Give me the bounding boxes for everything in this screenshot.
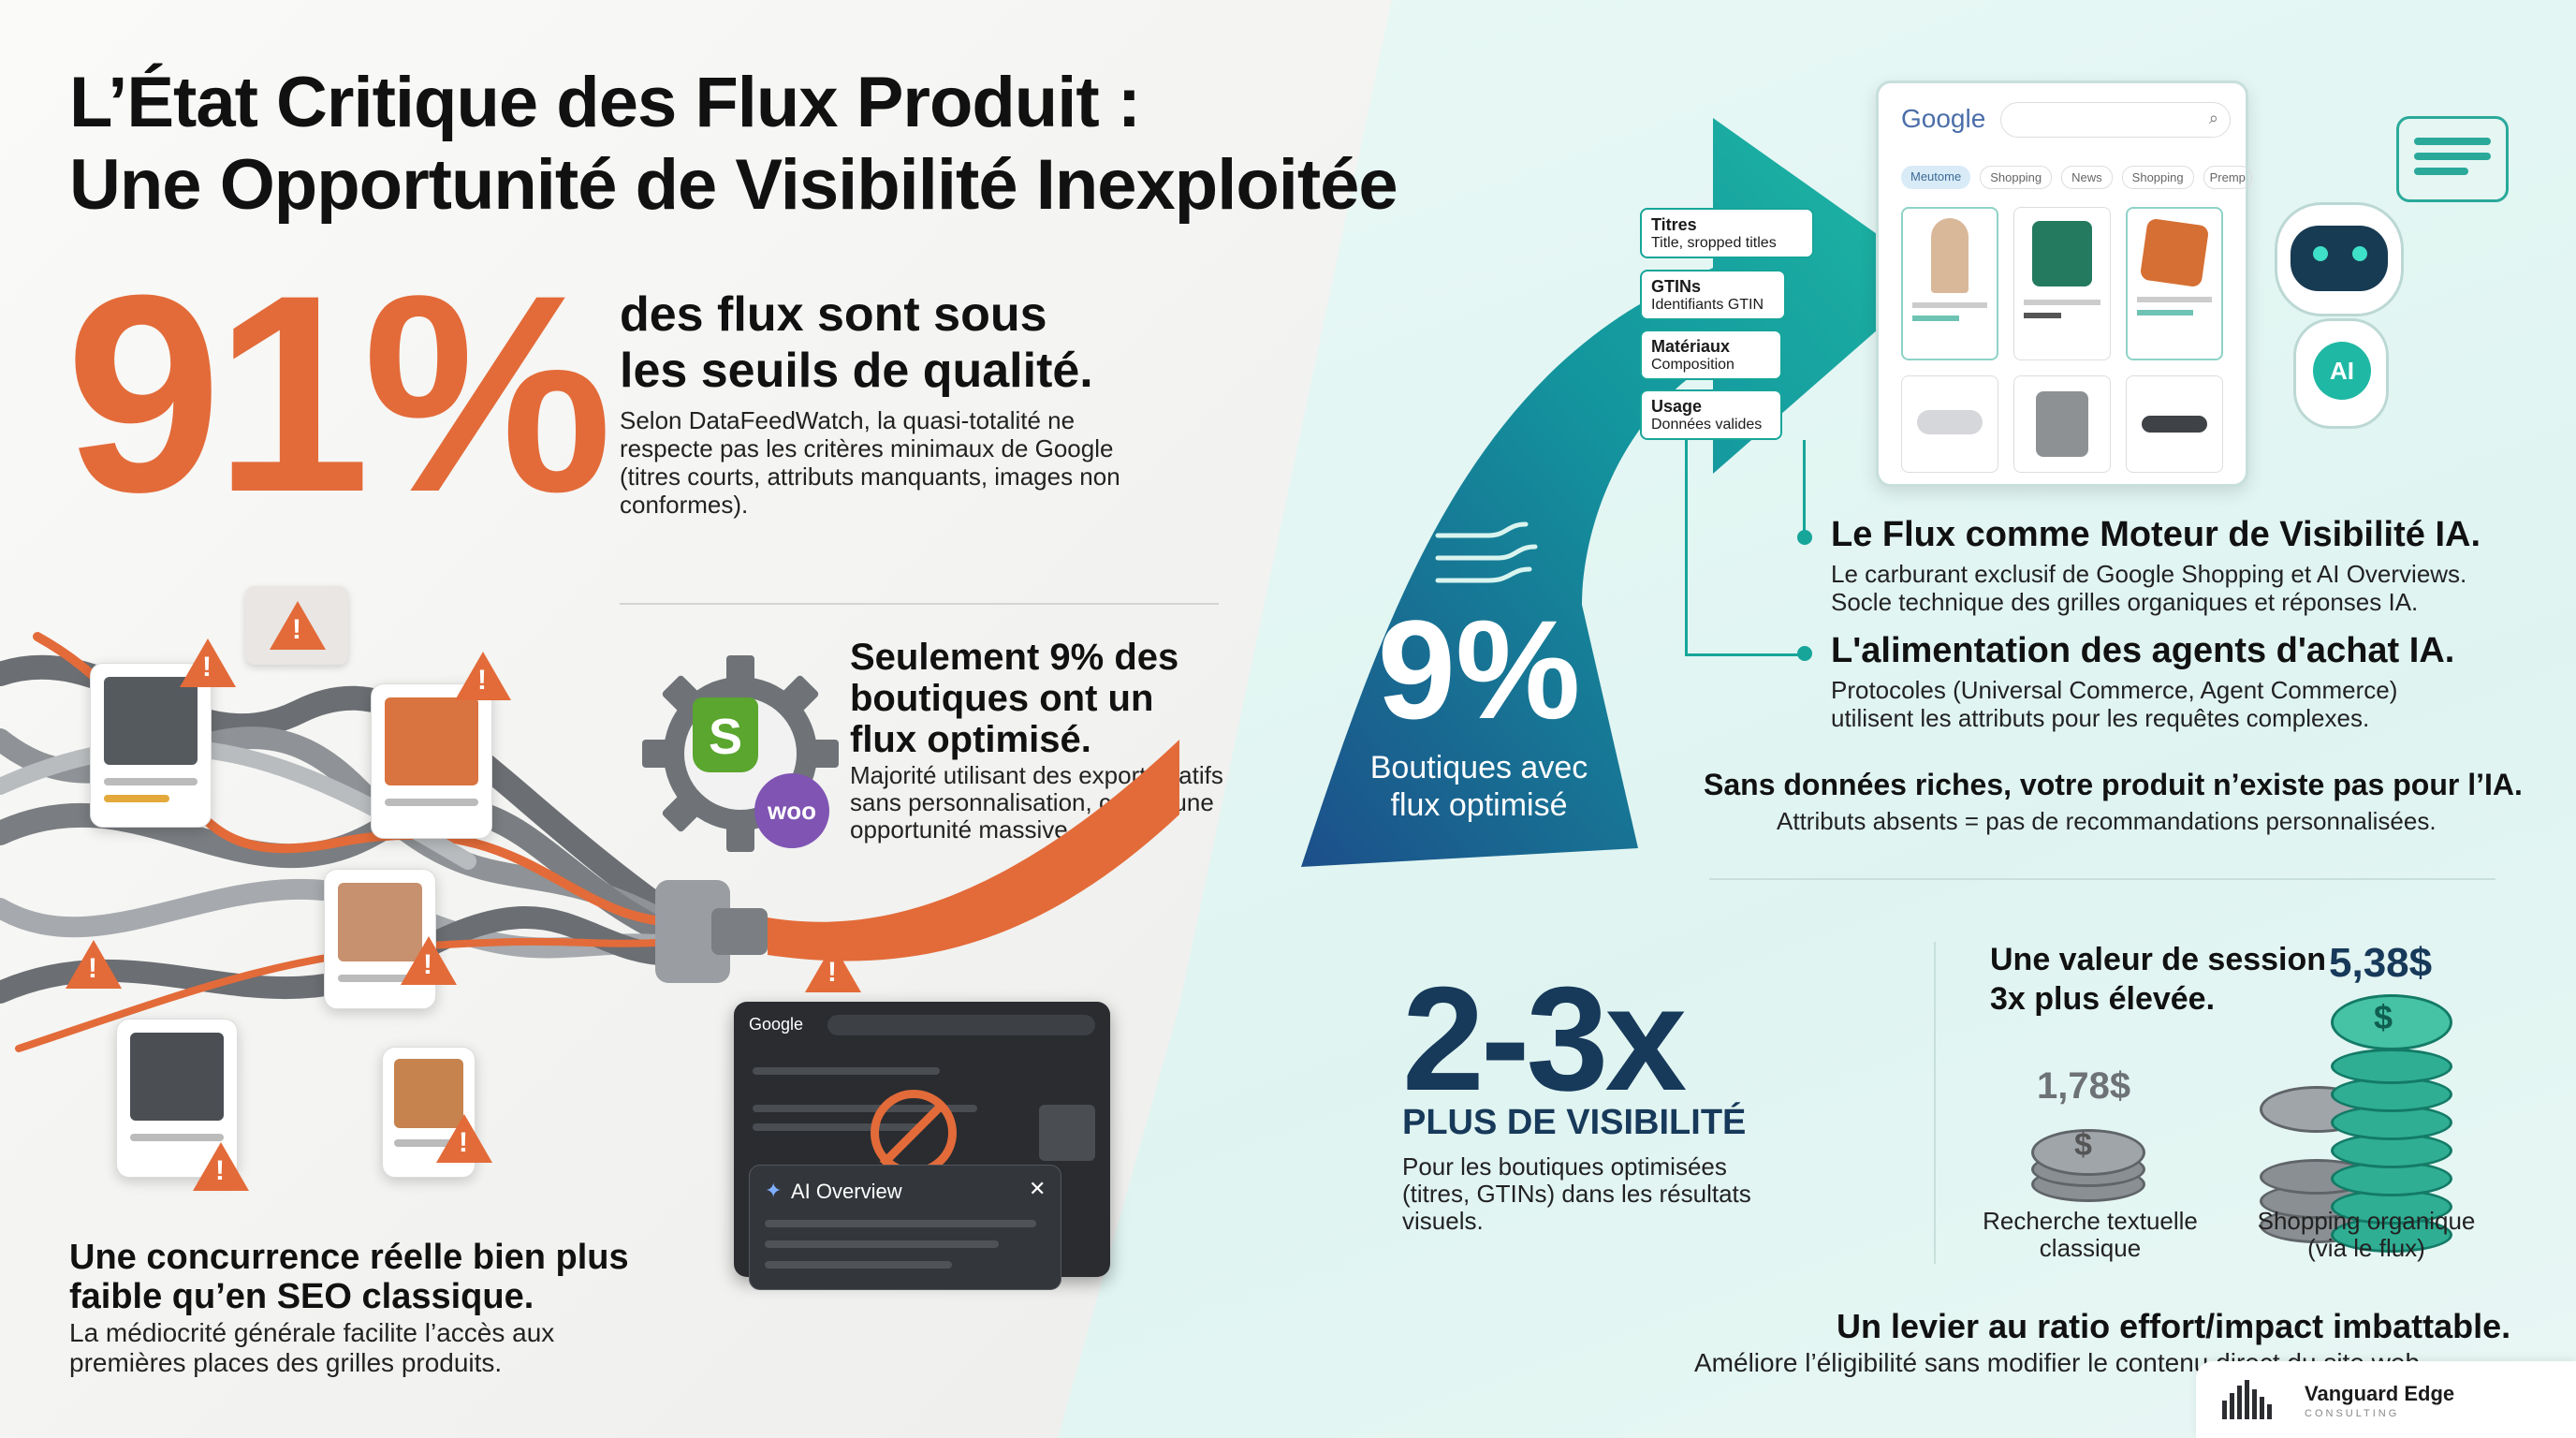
feed-tag-gtins: GTINs Identifiants GTIN xyxy=(1640,270,1786,320)
point-body-agents: Protocoles (Universal Commerce, Agent Co… xyxy=(1831,676,2398,732)
product-tile-sneaker[interactable] xyxy=(1901,375,1998,473)
visibility-body: Pour les boutiques optimisées (titres, G… xyxy=(1402,1152,1751,1235)
tab-meutome[interactable]: Meutome xyxy=(1901,166,1971,189)
google-search-input[interactable]: ⌕ xyxy=(2000,102,2231,138)
warning-icon: ! xyxy=(401,936,457,985)
product-card-jacket xyxy=(90,663,212,828)
feed-tag-materiaux: Matériaux Composition xyxy=(1640,330,1782,380)
bullet-point xyxy=(1797,530,1812,545)
point-body-visibility: Le carburant exclusif de Google Shopping… xyxy=(1831,560,2467,616)
warning-icon: ! xyxy=(66,940,122,989)
woocommerce-icon: woo xyxy=(754,773,829,848)
brand-logo-icon xyxy=(2222,1380,2272,1419)
divider-vertical xyxy=(1934,942,1936,1264)
session-low-label: Recherche textuelle classique xyxy=(1983,1207,2198,1262)
tab-shopping[interactable]: Shopping xyxy=(1980,166,2053,189)
warning-icon: ! xyxy=(193,1142,249,1191)
google-tabs: Meutome Shopping News Shopping Premp xyxy=(1901,166,2252,189)
robot-head-icon xyxy=(2275,202,2404,316)
data-flow-icon xyxy=(1435,521,1538,583)
robot-body-icon: AI xyxy=(2293,318,2389,429)
rich-data-title: Sans données riches, votre produit n’exi… xyxy=(1704,768,2523,801)
ai-badge: AI xyxy=(2313,342,2371,400)
tab-news[interactable]: News xyxy=(2061,166,2113,189)
google-shopping-card: Google ⌕ Meutome Shopping News Shopping … xyxy=(1876,81,2252,487)
point-title-agents: L'alimentation des agents d'achat IA. xyxy=(1831,631,2455,670)
brand-badge: Vanguard Edge CONSULTING xyxy=(2196,1361,2576,1438)
stat-91-body: Selon DataFeedWatch, la quasi-totalité n… xyxy=(620,406,1120,519)
dark-search-input[interactable] xyxy=(827,1015,1095,1035)
competition-headline: Une concurrence réelle bien plus faible … xyxy=(69,1238,629,1316)
session-headline: Une valeur de session 3x plus élevée. xyxy=(1990,942,2327,1017)
arrow-stat-label: Boutiques avec flux optimisé xyxy=(1369,750,1588,823)
stat-9-headline: Seulement 9% des boutiques ont un flux o… xyxy=(850,637,1179,760)
feed-tag-usage: Usage Données valides xyxy=(1640,389,1782,440)
tab-shopping-2[interactable]: Shopping xyxy=(2121,166,2194,189)
sparkle-icon: ✦ xyxy=(765,1179,783,1202)
prohibited-icon xyxy=(871,1090,957,1176)
ai-overview-panel: ✦ AI Overview ✕ xyxy=(749,1165,1061,1290)
product-card-tshirt xyxy=(371,683,492,839)
product-tile-sunglasses[interactable] xyxy=(2126,375,2223,473)
feed-tag-titres: Titres Title, sropped titles xyxy=(1640,208,1814,258)
session-low-value: 1,78$ xyxy=(2037,1065,2131,1107)
ai-overview-label: AI Overview xyxy=(791,1180,902,1203)
page-title: L’État Critique des Flux Produit : Une O… xyxy=(69,63,1398,225)
product-tile-lamp[interactable] xyxy=(1901,207,1998,360)
divider xyxy=(1709,878,2496,880)
warning-icon: ! xyxy=(180,638,236,687)
visibility-label: PLUS DE VISIBILITÉ xyxy=(1402,1103,1747,1142)
warning-bubble: ! xyxy=(245,586,348,665)
warning-icon: ! xyxy=(436,1114,492,1163)
session-high-value: 5,38$ xyxy=(2329,940,2433,986)
google-logo: Google xyxy=(749,1015,804,1034)
competition-body: La médiocrité générale facilite l’accès … xyxy=(69,1318,555,1377)
stat-91-headline: des flux sont sous les seuils de qualité. xyxy=(620,287,1093,398)
warning-icon: ! xyxy=(270,601,326,650)
product-tile-pillow[interactable] xyxy=(2126,207,2223,360)
dollar-icon: $ xyxy=(2374,998,2393,1036)
chat-bubble-icon xyxy=(2396,116,2509,202)
stat-91-value: 91% xyxy=(66,236,612,550)
warning-icon: ! xyxy=(805,944,861,992)
close-icon[interactable]: ✕ xyxy=(1029,1177,1046,1200)
tab-premp[interactable]: Premp xyxy=(2203,166,2252,189)
bullet-point xyxy=(1797,646,1812,661)
brand-name: Vanguard Edge xyxy=(2305,1382,2455,1405)
product-tile-tshirt[interactable] xyxy=(2013,207,2111,360)
rich-data-body: Attributs absents = pas de recommandatio… xyxy=(1777,807,2437,835)
arrow-stat-value: 9% xyxy=(1377,591,1581,748)
orange-swoosh xyxy=(768,740,1179,961)
warning-icon: ! xyxy=(455,652,511,700)
brand-sub: CONSULTING xyxy=(2305,1408,2400,1419)
lever-title: Un levier au ratio effort/impact imbatta… xyxy=(1837,1307,2511,1345)
search-icon: ⌕ xyxy=(2208,109,2218,127)
product-tile-sweater[interactable] xyxy=(2013,375,2111,473)
session-high-label: Shopping organique (via le flux) xyxy=(2257,1207,2476,1262)
shopify-icon: S xyxy=(693,697,758,772)
divider xyxy=(620,603,1219,605)
google-logo: Google xyxy=(1901,104,1986,133)
point-title-visibility: Le Flux comme Moteur de Visibilité IA. xyxy=(1831,515,2481,554)
dollar-icon: $ xyxy=(2074,1127,2092,1163)
visibility-value: 2-3x xyxy=(1402,957,1687,1122)
